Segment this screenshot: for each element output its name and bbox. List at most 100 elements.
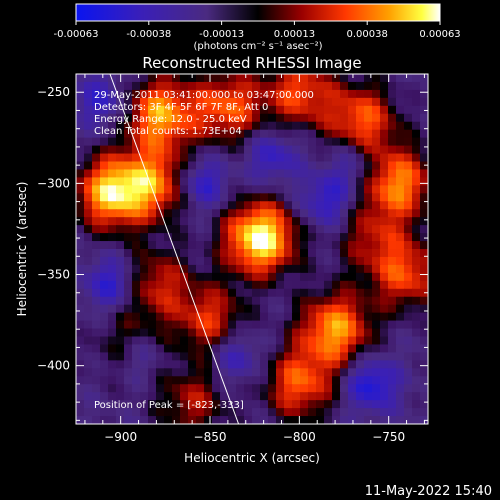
heatmap-cell — [348, 201, 357, 210]
heatmap-cell — [332, 121, 341, 131]
heatmap-cell — [220, 201, 229, 210]
heatmap-cell — [196, 81, 205, 91]
heatmap-cell — [356, 416, 365, 424]
heatmap-cell — [188, 233, 197, 242]
heatmap-cell — [388, 288, 397, 298]
heatmap-cell — [268, 280, 277, 290]
heatmap-cell — [148, 209, 157, 218]
heatmap-cell — [348, 368, 357, 377]
heatmap-cell — [260, 304, 269, 314]
heatmap-cell — [180, 264, 189, 274]
heatmap-cell — [300, 272, 309, 282]
heatmap-cell — [364, 392, 373, 401]
heatmap-cell — [372, 97, 381, 107]
heatmap-cell — [292, 256, 301, 266]
heatmap-cell — [132, 105, 141, 115]
heatmap-cell — [388, 225, 397, 234]
heatmap-cell — [92, 336, 101, 346]
heatmap-cell — [92, 105, 101, 115]
heatmap-cell — [276, 304, 285, 314]
heatmap-cell — [76, 280, 85, 290]
heatmap-cell — [92, 304, 101, 314]
heatmap-cell — [140, 233, 149, 242]
heatmap-cell — [324, 368, 333, 377]
heatmap-cell — [188, 296, 197, 306]
heatmap-cell — [292, 113, 301, 123]
heatmap-cell — [356, 296, 365, 306]
heatmap-cell — [204, 416, 213, 424]
heatmap-cell — [196, 368, 205, 377]
heatmap-cell — [164, 233, 173, 242]
heatmap-cell — [340, 312, 349, 322]
heatmap-cell — [252, 344, 261, 353]
heatmap-cell — [404, 304, 413, 314]
heatmap-cell — [412, 169, 421, 178]
heatmap-cell — [236, 296, 245, 306]
heatmap-cell — [236, 185, 245, 194]
heatmap-cell — [92, 137, 101, 147]
heatmap-cell — [164, 89, 173, 99]
heatmap-cell — [268, 272, 277, 282]
heatmap-cell — [300, 288, 309, 298]
heatmap-cell — [140, 105, 149, 115]
heatmap-cell — [292, 169, 301, 178]
heatmap-cell — [252, 217, 261, 226]
heatmap-cell — [388, 336, 397, 346]
heatmap-cell — [404, 97, 413, 107]
heatmap-cell — [148, 249, 157, 258]
heatmap-cell — [156, 193, 165, 202]
heatmap-cell — [164, 296, 173, 306]
y-axis-title: Heliocentric Y (arcsec) — [15, 182, 29, 317]
heatmap-cell — [404, 209, 413, 218]
heatmap-cell — [204, 105, 213, 115]
heatmap-cell — [420, 392, 428, 401]
heatmap-cell — [116, 81, 125, 91]
heatmap-cell — [116, 105, 125, 115]
heatmap-cell — [204, 264, 213, 274]
heatmap-cell — [196, 416, 205, 424]
heatmap-cell — [156, 336, 165, 346]
heatmap-cell — [260, 288, 269, 298]
heatmap-cell — [420, 400, 428, 409]
peak-position-label: Position of Peak = [-823,-333] — [94, 400, 244, 411]
heatmap-cell — [140, 97, 149, 107]
heatmap-cell — [356, 368, 365, 377]
heatmap-cell — [92, 408, 101, 417]
heatmap-cell — [188, 201, 197, 210]
heatmap-cell — [140, 81, 149, 91]
heatmap-cell — [116, 161, 125, 171]
heatmap-cell — [124, 74, 133, 83]
heatmap-cell — [268, 336, 277, 346]
heatmap-cell — [92, 360, 101, 369]
colorbar — [75, 3, 441, 22]
heatmap-cell — [404, 89, 413, 99]
heatmap-cell — [132, 129, 141, 139]
heatmap-cell — [100, 153, 109, 163]
heatmap-cell — [220, 272, 229, 282]
heatmap-cell — [180, 233, 189, 242]
heatmap-cell — [364, 304, 373, 314]
heatmap-cell — [100, 121, 109, 131]
heatmap-cell — [324, 225, 333, 234]
heatmap-cell — [260, 368, 269, 377]
heatmap-cell — [92, 81, 101, 91]
heatmap-cell — [260, 161, 269, 171]
heatmap-cell — [396, 193, 405, 202]
heatmap-cell — [396, 312, 405, 322]
heatmap-cell — [404, 241, 413, 250]
heatmap-cell — [404, 193, 413, 202]
heatmap-cell — [348, 336, 357, 346]
heatmap-cell — [124, 81, 133, 91]
heatmap-cell — [76, 336, 85, 346]
heatmap-cell — [356, 280, 365, 290]
heatmap-cell — [164, 376, 173, 385]
heatmap-cell — [116, 153, 125, 163]
heatmap-cell — [364, 400, 373, 409]
heatmap-cell — [204, 328, 213, 338]
heatmap-cell — [388, 217, 397, 226]
heatmap-cell — [236, 89, 245, 99]
heatmap-cell — [220, 193, 229, 202]
heatmap-cell — [348, 209, 357, 218]
heatmap-cell — [212, 328, 221, 338]
